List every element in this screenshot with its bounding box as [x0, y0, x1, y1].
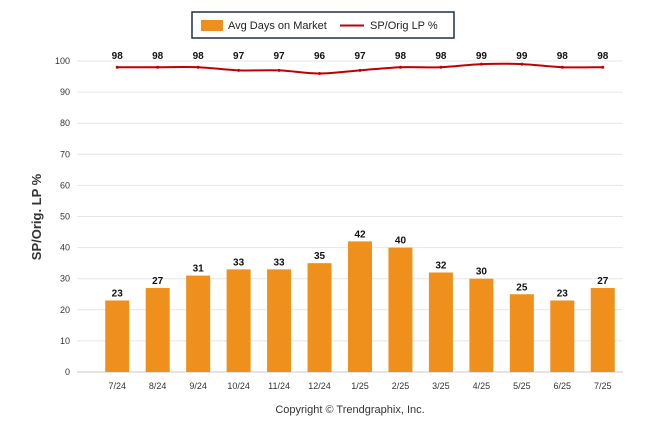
x-tick-label: 12/24 [308, 381, 331, 391]
bar-data-label: 30 [476, 267, 488, 278]
line-data-label: 99 [476, 51, 488, 62]
y-axis-title: SP/Orig. LP % [29, 173, 44, 260]
y-tick-label: 0 [65, 367, 70, 377]
x-tick-label: 6/25 [554, 381, 572, 391]
y-tick-label: 100 [55, 56, 70, 66]
line-data-label: 96 [314, 51, 326, 62]
y-tick-label: 40 [60, 243, 70, 253]
y-tick-label: 80 [60, 118, 70, 128]
y-tick-label: 60 [60, 180, 70, 190]
y-tick-label: 90 [60, 87, 70, 97]
line-point [277, 68, 281, 72]
bar [590, 288, 615, 372]
legend-label-line: SP/Orig LP % [370, 20, 438, 32]
line-point [439, 65, 443, 69]
y-tick-label: 10 [60, 336, 70, 346]
legend-label-bar: Avg Days on Market [228, 20, 327, 32]
x-tick-label: 7/24 [108, 381, 126, 391]
x-tick-label: 3/25 [432, 381, 450, 391]
line-point [601, 65, 605, 69]
line-data-label: 99 [516, 51, 528, 62]
line-point [358, 68, 362, 72]
bar-data-label: 31 [193, 264, 205, 275]
x-tick-label: 11/24 [268, 381, 290, 391]
line-point [560, 65, 564, 69]
line-point [156, 65, 160, 69]
line-data-label: 98 [193, 51, 205, 62]
line-series: 98 98 98 97 97 96 97 98 98 99 99 98 98 [112, 51, 609, 75]
bar [226, 269, 251, 372]
line-data-label: 98 [395, 51, 407, 62]
line-point [318, 71, 322, 75]
line-point [520, 62, 524, 66]
bar [186, 275, 211, 372]
line-point [398, 65, 402, 69]
line-point [237, 68, 241, 72]
y-tick-label: 20 [60, 305, 70, 315]
bar [348, 241, 372, 372]
bar-data-label: 23 [112, 288, 124, 299]
line-data-label: 97 [274, 51, 286, 62]
x-tick-label: 10/24 [227, 381, 250, 391]
x-tick-label: 9/24 [189, 381, 207, 391]
bar [509, 294, 534, 372]
bar-series: 23 27 31 33 33 35 42 40 32 30 25 23 27 [105, 229, 615, 372]
bar [145, 288, 170, 372]
bar-data-label: 27 [597, 276, 609, 287]
x-tick-label: 4/25 [473, 381, 491, 391]
line-point [115, 65, 119, 69]
legend: Avg Days on Market SP/Orig LP % [191, 11, 455, 39]
line-data-label: 98 [152, 51, 164, 62]
x-axis: 7/24 8/24 9/24 10/24 11/24 12/24 1/25 2/25 3/25 4… [108, 381, 611, 391]
y-tick-label: 70 [60, 149, 70, 159]
line-data-label: 98 [435, 51, 447, 62]
bar [469, 278, 494, 372]
bar [550, 300, 575, 372]
x-tick-label: 8/24 [149, 381, 167, 391]
bar-data-label: 25 [516, 282, 528, 293]
bar-data-label: 23 [557, 288, 569, 299]
line-series-path [117, 62, 603, 75]
bar-data-label: 42 [354, 229, 366, 240]
bar-data-label: 32 [435, 260, 447, 271]
bar [388, 247, 413, 372]
line-point [479, 62, 483, 66]
bar-data-label: 40 [395, 236, 407, 247]
y-tick-label: 50 [60, 212, 70, 222]
bar [428, 272, 453, 372]
line-data-label: 98 [597, 51, 609, 62]
legend-swatch-bar [201, 20, 223, 31]
bar [105, 300, 130, 372]
line-point [196, 65, 200, 69]
bar-data-label: 33 [274, 257, 286, 268]
bar [307, 263, 332, 372]
x-tick-label: 5/25 [513, 381, 531, 391]
bar-data-label: 27 [152, 276, 164, 287]
y-tick-label: 30 [60, 274, 70, 284]
copyright-footer: Copyright © Trendgraphix, Inc. [275, 404, 424, 416]
line-data-label: 98 [557, 51, 569, 62]
bar-data-label: 33 [233, 257, 245, 268]
legend-box [191, 11, 455, 39]
x-tick-label: 2/25 [392, 381, 410, 391]
bar-data-label: 35 [314, 251, 326, 262]
x-tick-label: 1/25 [351, 381, 369, 391]
line-data-label: 97 [354, 51, 366, 62]
line-data-label: 98 [112, 51, 124, 62]
line-data-label: 97 [233, 51, 245, 62]
x-tick-label: 7/25 [594, 381, 612, 391]
y-axis: 0 10 20 30 40 50 60 70 80 90 100 [55, 56, 70, 377]
bar [267, 269, 292, 372]
